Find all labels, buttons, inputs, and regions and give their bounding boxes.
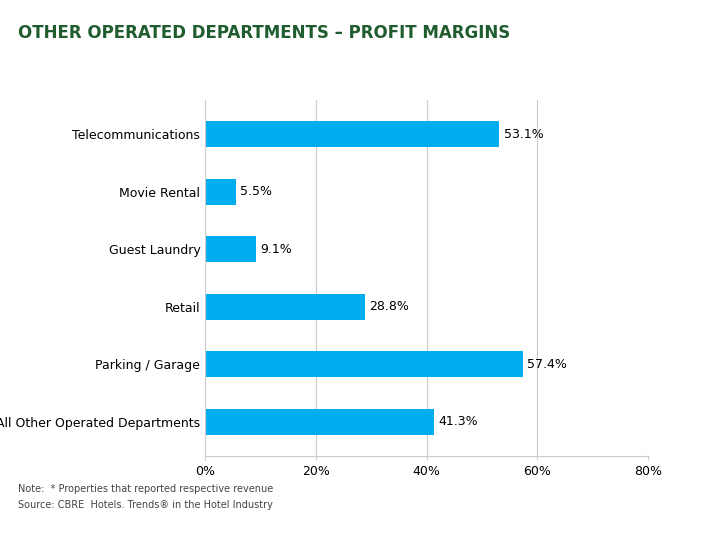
Text: 28.8%: 28.8%: [369, 300, 409, 313]
Text: 5.5%: 5.5%: [240, 185, 272, 198]
Text: 9.1%: 9.1%: [260, 243, 292, 256]
Bar: [205, 179, 235, 205]
Text: 41.3%: 41.3%: [438, 415, 478, 428]
Text: 53.1%: 53.1%: [503, 128, 544, 141]
Text: 2016 Percent of Department Revenue: 2016 Percent of Department Revenue: [25, 52, 262, 65]
Text: OTHER OPERATED DEPARTMENTS – PROFIT MARGINS: OTHER OPERATED DEPARTMENTS – PROFIT MARG…: [18, 24, 510, 42]
Text: Note:  * Properties that reported respective revenue: Note: * Properties that reported respect…: [18, 484, 274, 494]
Bar: [205, 352, 523, 377]
Bar: [205, 122, 499, 147]
Bar: [205, 237, 256, 262]
Bar: [205, 294, 364, 320]
Text: Source: CBRE  Hotels. Trends® in the Hotel Industry: Source: CBRE Hotels. Trends® in the Hote…: [18, 500, 273, 510]
Bar: [205, 409, 433, 435]
Text: 57.4%: 57.4%: [527, 358, 567, 371]
